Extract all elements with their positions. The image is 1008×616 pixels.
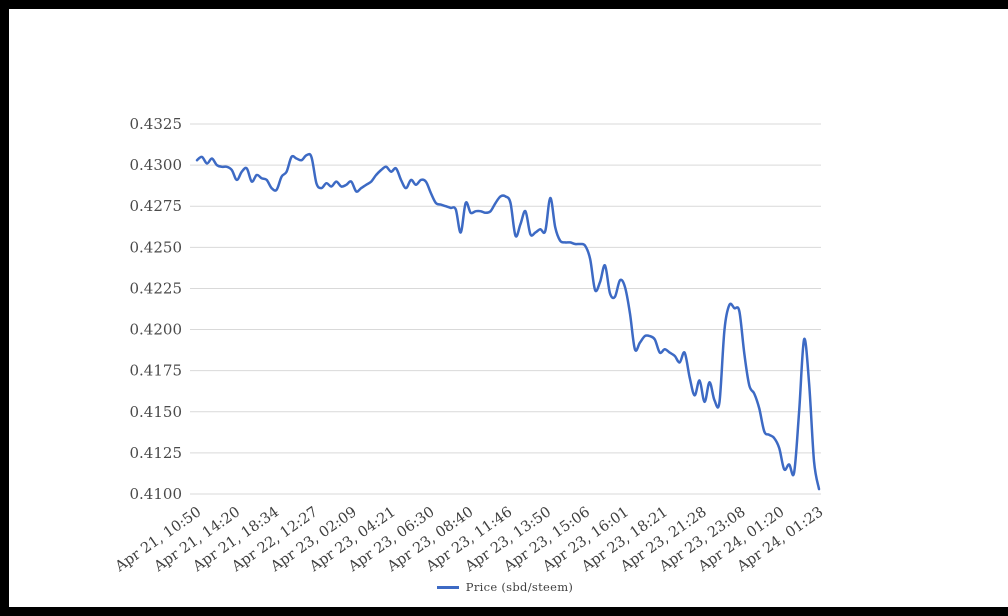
- y-tick-label: 0.4175: [130, 362, 183, 380]
- y-axis-labels: 0.4100 0.4125 0.4150 0.4175 0.4200 0.4225 0.42…: [130, 115, 183, 503]
- y-tick-label: 0.4325: [130, 115, 183, 133]
- chart-page: 0.4100 0.4125 0.4150 0.4175 0.4200 0.4225 0.42…: [9, 9, 1008, 607]
- y-tick-label: 0.4300: [130, 156, 183, 174]
- legend-line-swatch: [436, 585, 459, 589]
- y-tick-label: 0.4225: [130, 279, 183, 297]
- y-tick-label: 0.4100: [130, 485, 183, 503]
- price-line-series: [195, 152, 821, 491]
- legend: Price (sbd/steem): [9, 580, 1001, 594]
- y-tick-label: 0.4125: [130, 444, 183, 462]
- y-tick-label: 0.4200: [130, 321, 183, 339]
- y-tick-label: 0.4250: [130, 238, 183, 256]
- legend-label: Price (sbd/steem): [465, 580, 574, 594]
- y-tick-label: 0.4150: [130, 403, 183, 421]
- gridlines: [190, 123, 821, 495]
- y-tick-label: 0.4275: [130, 197, 183, 215]
